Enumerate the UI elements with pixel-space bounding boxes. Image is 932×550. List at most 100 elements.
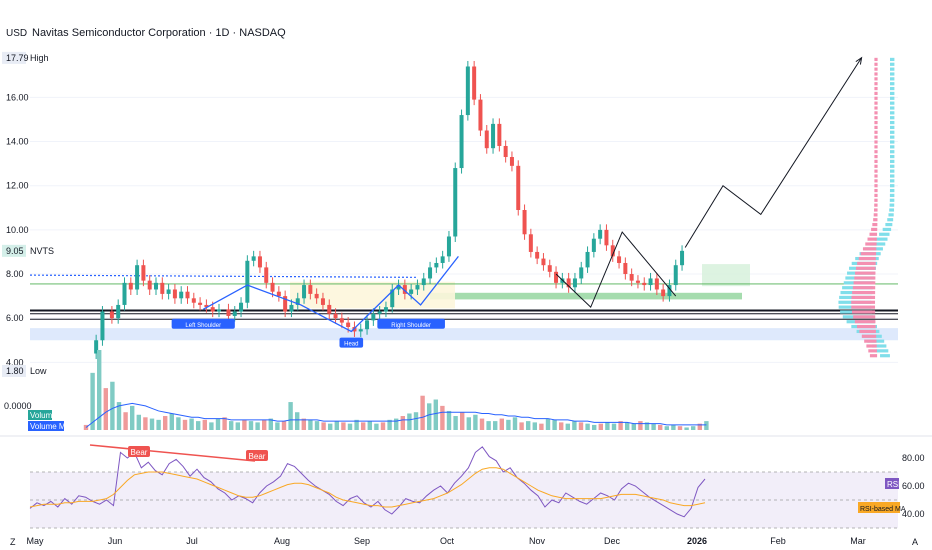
price-tick-label: 6.00 [6, 313, 24, 323]
volume-profile-bar [873, 218, 878, 222]
volume-bar [116, 402, 122, 430]
candle-body [122, 282, 127, 305]
auto-scale-button[interactable]: A [912, 537, 919, 547]
candle-body [390, 289, 395, 308]
volume-profile-bar [890, 62, 895, 66]
volume-profile-bar [868, 349, 877, 353]
volume-bar [163, 416, 168, 430]
volume-bar [486, 421, 491, 430]
volume-profile-bar [874, 57, 878, 62]
candle-body [239, 302, 244, 312]
volume-profile-bar [874, 169, 878, 173]
bear-divergence-line [89, 444, 256, 462]
candle-body [535, 251, 540, 259]
candle-body [289, 304, 294, 312]
volume-profile-bar [874, 77, 878, 81]
candle-body [160, 282, 165, 294]
candle-body [377, 311, 382, 314]
volume-bar [512, 417, 518, 430]
rsi-ma-line [29, 467, 706, 508]
volume-bar [367, 421, 372, 430]
candle-body [604, 229, 609, 246]
volume-bar [196, 421, 201, 430]
volume-bar [427, 403, 432, 430]
volume-bar [295, 412, 300, 430]
volume-profile-bar [890, 96, 895, 100]
candle-body [320, 298, 325, 305]
volume-bar [420, 395, 425, 430]
volume-profile-bar [874, 154, 878, 159]
volume-profile-bar [890, 82, 895, 86]
candle-body [276, 291, 281, 297]
candle-body [100, 311, 105, 341]
pattern-label: Right Shoulder [391, 323, 431, 329]
price-axis-label-box [2, 244, 26, 257]
price-tick-label: 10.00 [6, 225, 29, 235]
volume-profile-bar [867, 237, 877, 241]
price-axis-label-box [2, 365, 26, 377]
volume-bar [473, 414, 478, 430]
candle-body [566, 278, 571, 288]
volume-bar [156, 419, 161, 430]
projection-arrowhead [855, 56, 863, 65]
volume-profile-bar [874, 116, 878, 120]
volume-profile-bar [874, 101, 878, 105]
timezone-button[interactable]: Z [10, 537, 16, 547]
candle-body [667, 285, 672, 297]
volume-bar [209, 422, 214, 430]
volume-bar [677, 426, 683, 430]
volume-profile-bar [853, 315, 876, 319]
volume-profile-bar [858, 256, 876, 261]
candle-body [472, 66, 477, 100]
x-axis-label: Aug [274, 536, 290, 546]
candle-body [232, 311, 237, 316]
volume-profile-bar [856, 324, 876, 329]
price-tick-label: 12.00 [6, 181, 29, 191]
volume-bar [229, 421, 234, 430]
volume-bar [314, 421, 320, 430]
candle-body [185, 291, 190, 299]
volume-bar [169, 413, 174, 430]
volume-bar [625, 422, 630, 430]
volume-profile-bar [890, 140, 895, 144]
price-axis-label: 17.79 [6, 53, 29, 63]
candle-body [585, 251, 590, 268]
price-axis-tag: NVTS [30, 246, 54, 256]
volume-profile-bar [890, 57, 895, 62]
volume-bar [374, 423, 379, 430]
volume-profile-bar [889, 174, 895, 178]
volume-profile-bar [889, 169, 895, 173]
volume-bar [215, 418, 221, 430]
candle-body [251, 256, 256, 261]
candle-body [172, 289, 177, 299]
volume-profile-bar [889, 193, 895, 198]
volume-profile-bar [874, 203, 878, 207]
candle-body [648, 278, 653, 286]
zone-green-band [430, 292, 742, 300]
volume-bar [697, 423, 702, 430]
volume-profile-bar [869, 232, 878, 236]
volume-bar [110, 381, 115, 430]
volume-bar [453, 416, 458, 430]
candle-body [128, 282, 133, 290]
candle-body [109, 311, 114, 319]
rsi-tick-label: 40.00 [902, 509, 925, 519]
x-axis-label: Jul [186, 536, 198, 546]
volume-bar [433, 399, 438, 430]
candle-body [415, 285, 420, 290]
volume-bar [308, 419, 313, 430]
candle-body [509, 157, 514, 166]
volume-ma-legend-box [28, 421, 64, 431]
price-axis-label: 9.05 [6, 246, 24, 256]
volume-profile-bar [890, 101, 895, 105]
candle-body [522, 210, 527, 235]
candle-body [491, 123, 496, 149]
volume-profile-bar [890, 111, 895, 115]
volume-bar [387, 419, 392, 430]
bear-label: Bear [131, 448, 148, 457]
candle-body [245, 260, 250, 303]
candle-body [680, 250, 685, 266]
candle-body [270, 282, 275, 292]
pattern-label: Head [344, 342, 358, 348]
